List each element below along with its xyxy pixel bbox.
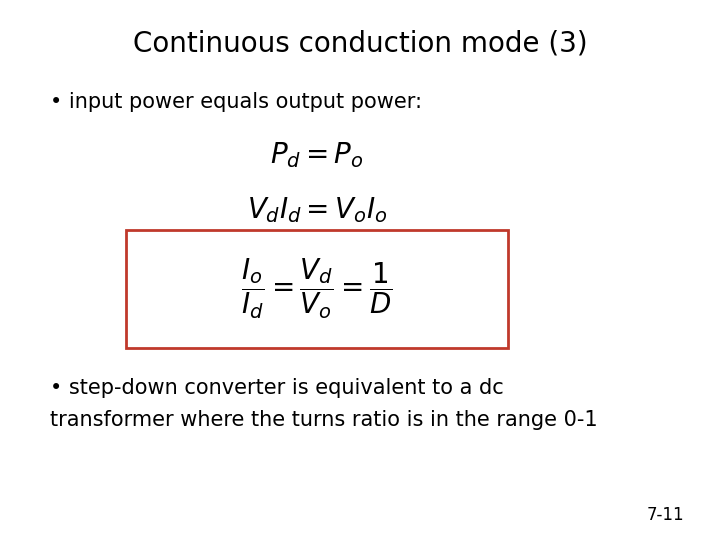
Text: $\dfrac{I_o}{I_d} = \dfrac{V_d}{V_o} = \dfrac{1}{D}$: $\dfrac{I_o}{I_d} = \dfrac{V_d}{V_o} = \… [241,256,392,321]
Text: transformer where the turns ratio is in the range 0-1: transformer where the turns ratio is in … [50,410,598,430]
Text: • input power equals output power:: • input power equals output power: [50,92,423,112]
Text: Continuous conduction mode (3): Continuous conduction mode (3) [132,30,588,58]
Text: • step-down converter is equivalent to a dc: • step-down converter is equivalent to a… [50,378,504,398]
Text: 7-11: 7-11 [647,506,684,524]
Text: $P_d = P_o$: $P_d = P_o$ [270,140,364,170]
FancyBboxPatch shape [126,230,508,348]
Text: $V_d I_d = V_o I_o$: $V_d I_d = V_o I_o$ [247,195,387,225]
